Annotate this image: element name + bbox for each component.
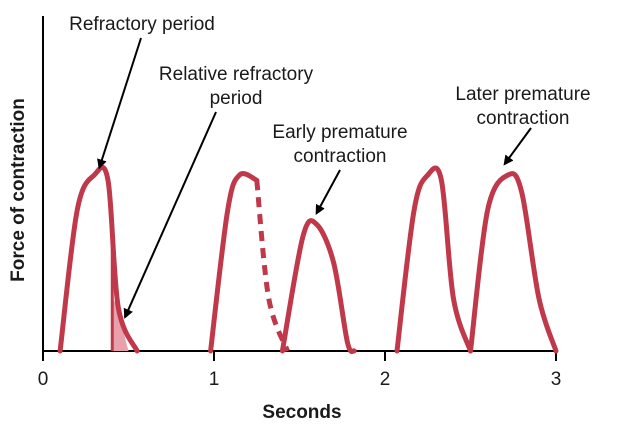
contraction-curve-2 bbox=[279, 218, 357, 355]
annotation-0-arrow bbox=[97, 37, 142, 170]
contraction-curve-0 bbox=[57, 165, 140, 354]
x-axis-title: Seconds bbox=[262, 402, 341, 423]
annotation-3-line-1: contraction bbox=[477, 108, 570, 129]
annotation-0-line-0: Refractory period bbox=[69, 14, 215, 35]
x-tick-label-2: 2 bbox=[380, 369, 391, 390]
plot-area: 0 1 2 3 Refractory period Relative refractor… bbox=[38, 14, 591, 390]
contraction-curve-3 bbox=[394, 165, 473, 354]
annotation-2-arrow bbox=[315, 169, 341, 215]
annotation-2-line-1: contraction bbox=[294, 146, 387, 167]
annotation-1-arrow bbox=[123, 111, 217, 319]
annotation-2-line-0: Early premature bbox=[272, 122, 407, 143]
y-axis-title: Force of contraction bbox=[8, 98, 29, 282]
contraction-curve-1-dashed bbox=[254, 180, 290, 352]
x-tick-label-3: 3 bbox=[551, 369, 562, 390]
x-axis-ticks: 0 1 2 3 bbox=[38, 351, 562, 390]
contraction-curve-1 bbox=[208, 171, 260, 354]
annotation-1-line-1: period bbox=[210, 88, 263, 109]
x-tick-label-1: 1 bbox=[209, 369, 220, 390]
annotation-3-line-0: Later premature bbox=[455, 84, 590, 105]
annotation-3-arrow bbox=[503, 127, 532, 166]
annotations: Refractory period Relative refractory peri… bbox=[69, 14, 591, 319]
contraction-curves bbox=[57, 165, 559, 355]
x-tick-label-0: 0 bbox=[38, 369, 49, 390]
annotation-1-line-0: Relative refractory bbox=[159, 64, 314, 85]
contraction-curve-4 bbox=[468, 171, 559, 354]
